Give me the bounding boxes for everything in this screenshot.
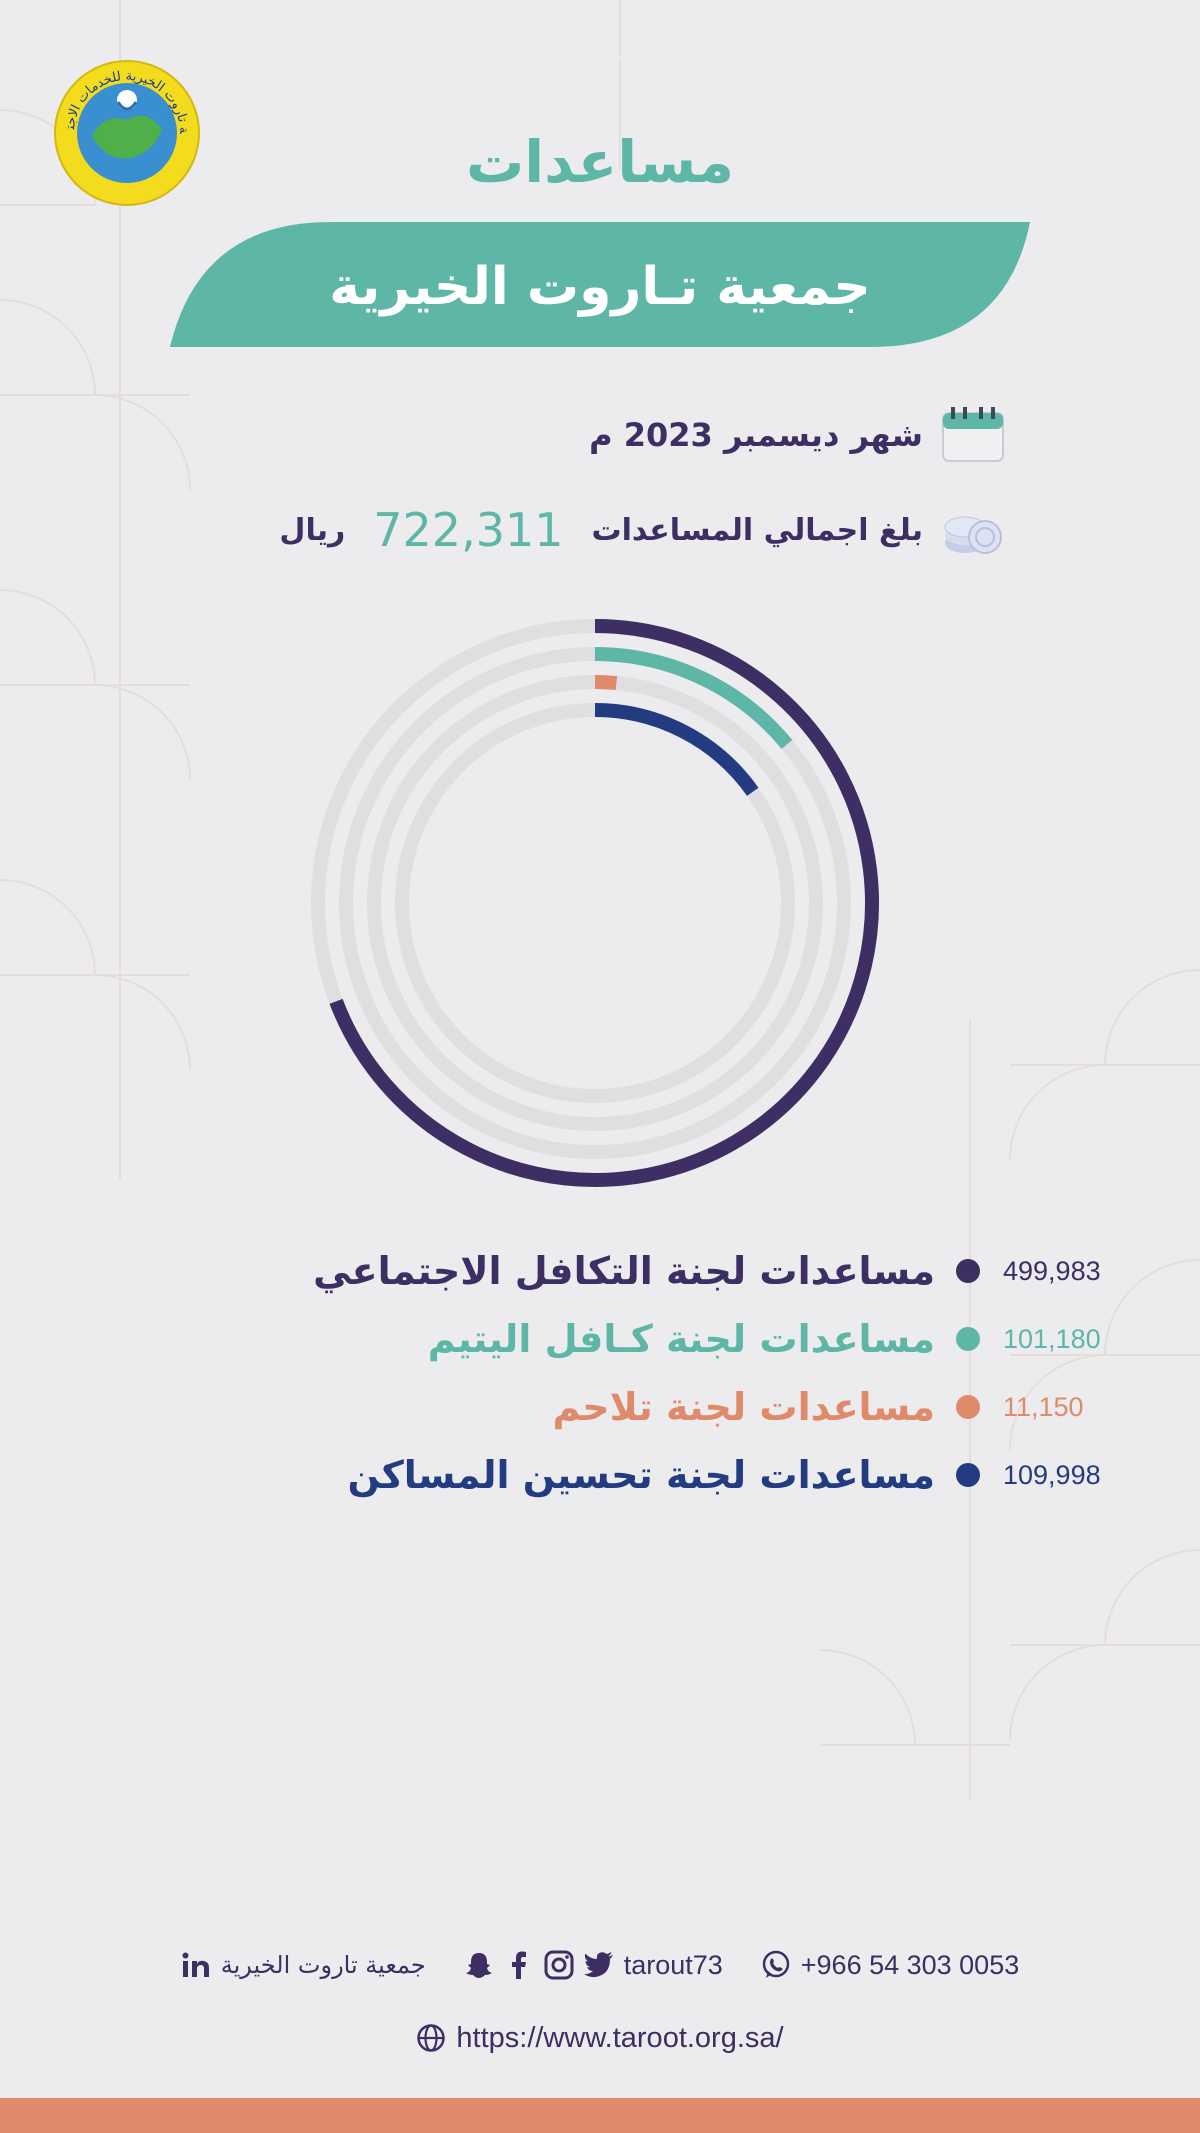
legend-label: مساعدات لجنة التكافل الاجتماعي (313, 1249, 935, 1293)
legend-item: مساعدات لجنة كـافل اليتيم 101,180 (300, 1308, 1120, 1376)
whatsapp-icon[interactable] (761, 1950, 791, 1980)
linkedin-icon[interactable] (181, 1950, 211, 1980)
instagram-icon[interactable] (544, 1950, 574, 1980)
legend-dot (956, 1395, 980, 1419)
legend-dot (956, 1259, 980, 1283)
calendar-icon (941, 405, 1005, 465)
month-row: شهر ديسمبر 2023 م (589, 400, 1005, 470)
phone-number[interactable]: +966 54 303 0053 (800, 1949, 1020, 1980)
coins-icon (941, 499, 1005, 561)
facebook-icon[interactable] (504, 1950, 534, 1980)
website-row: https://www.taroot.org.sa/ (0, 2016, 1200, 2060)
snapchat-icon[interactable] (464, 1950, 494, 1980)
banner-title: جمعية تـاروت الخيرية (329, 257, 871, 317)
ring-arc-4 (594, 703, 759, 796)
logo-emblem: جمعية تاروت الخيرية للخدمات الاجتماعية (52, 58, 200, 206)
contact-bar: جمعية تاروت الخيرية tarout73 +966 54 303… (0, 1940, 1200, 1990)
total-value: 722,311 (373, 503, 564, 557)
legend-dot (956, 1463, 980, 1487)
legend-value: 499,983 (1003, 1256, 1101, 1286)
ring-arc-3 (594, 675, 618, 691)
legend-label: مساعدات لجنة كـافل اليتيم (427, 1317, 935, 1361)
legend-item: مساعدات لجنة تلاحم 11,150 (300, 1376, 1120, 1444)
legend-label: مساعدات لجنة تحسين المساكن (347, 1453, 935, 1497)
legend-value: 11,150 (1003, 1392, 1084, 1422)
legend-value: 101,180 (1003, 1324, 1101, 1354)
total-row: بلغ اجمالي المساعدات 722,311 ريال (279, 495, 1005, 565)
ring-arc-2 (594, 647, 793, 749)
legend-item: مساعدات لجنة التكافل الاجتماعي 499,983 (300, 1240, 1120, 1308)
legend-value: 109,998 (1003, 1460, 1101, 1490)
ring-track (367, 675, 823, 1131)
twitter-icon[interactable] (583, 1950, 614, 1980)
legend-dot (956, 1327, 980, 1351)
social-handle[interactable]: tarout73 (623, 1949, 723, 1980)
bottom-accent-bar (0, 2098, 1200, 2133)
title-banner (170, 222, 1030, 347)
page-title: مساعدات (466, 128, 734, 196)
total-unit: ريال (279, 512, 346, 548)
ring-arc-1 (329, 619, 879, 1187)
website-link[interactable]: https://www.taroot.org.sa/ (456, 2021, 784, 2054)
org-name: جمعية تاروت الخيرية (220, 1951, 426, 1979)
chart-legend: مساعدات لجنة التكافل الاجتماعي 499,983 م… (300, 1240, 1120, 1512)
month-text: شهر ديسمبر 2023 م (589, 416, 923, 454)
globe-icon (416, 2023, 446, 2053)
legend-label: مساعدات لجنة تلاحم (552, 1385, 935, 1429)
legend-item: مساعدات لجنة تحسين المساكن 109,998 (300, 1444, 1120, 1512)
total-label: بلغ اجمالي المساعدات (591, 512, 924, 548)
radial-bar-chart (311, 619, 879, 1187)
